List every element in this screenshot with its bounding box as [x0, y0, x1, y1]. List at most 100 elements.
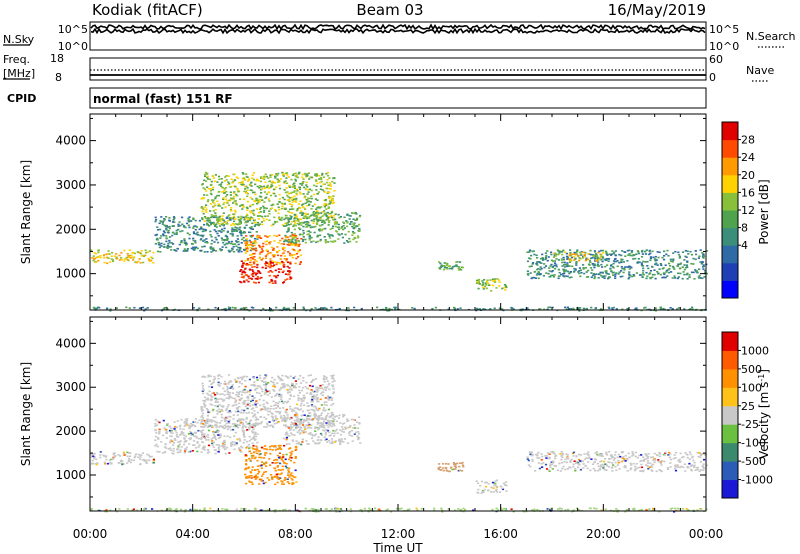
- velocity-cell: [228, 426, 231, 429]
- power-cell: [254, 240, 257, 242]
- velocity-cell: [227, 374, 231, 376]
- power-cell: [542, 275, 545, 277]
- power-cell: [487, 282, 490, 285]
- power-cell: [566, 265, 569, 268]
- power-cell: [270, 207, 273, 209]
- power-cell: [210, 222, 213, 224]
- power-cell: [288, 271, 291, 274]
- velocity-cell: [239, 376, 242, 379]
- power-cell: [214, 236, 217, 239]
- power-cell: [604, 270, 607, 272]
- velocity-cell: [218, 449, 221, 451]
- power-cell: [267, 198, 270, 200]
- power-cell: [281, 248, 285, 250]
- power-cell: [324, 239, 327, 241]
- velocity-cell: [241, 378, 244, 381]
- power-cell: [230, 229, 234, 231]
- power-cell: [596, 255, 599, 257]
- power-cell: [312, 220, 315, 222]
- velocity-cell: [248, 457, 251, 460]
- power-cell: [213, 241, 216, 243]
- velocity-cell: [314, 426, 317, 428]
- date-title: 16/May/2019: [608, 1, 706, 19]
- power-cell: [165, 240, 168, 243]
- velocity-cell: [251, 426, 254, 429]
- power-cell: [263, 178, 266, 180]
- power-cell: [202, 197, 205, 200]
- velocity-cell: [454, 468, 457, 470]
- power-cell: [218, 218, 221, 221]
- power-cell: [228, 214, 231, 216]
- power-cell: [278, 187, 282, 190]
- velocity-cell: [251, 457, 254, 459]
- power-cell: [249, 184, 252, 186]
- power-cell: [275, 186, 278, 189]
- velocity-cell: [293, 395, 296, 398]
- power-cell: [646, 260, 649, 263]
- power-cell: [287, 251, 290, 253]
- power-cell: [699, 249, 702, 251]
- power-cell: [591, 269, 594, 271]
- power-cell: [107, 250, 110, 252]
- velocity-cell: [264, 381, 267, 383]
- velocity-cell: [347, 426, 350, 429]
- velocity-cell: [200, 410, 203, 412]
- power-cell: [611, 307, 614, 309]
- velocity-cell: [274, 415, 277, 417]
- power-cell: [287, 230, 290, 232]
- velocity-cell: [482, 491, 485, 493]
- power-cell: [252, 272, 255, 274]
- power-cell: [194, 225, 197, 227]
- power-cell: [256, 266, 259, 269]
- velocity-cell: [248, 378, 251, 381]
- power-cell: [330, 216, 334, 219]
- power-cell: [645, 249, 648, 251]
- nsky-tick-high: 10^5: [58, 23, 88, 36]
- power-cell: [346, 222, 349, 224]
- power-cell: [204, 209, 207, 212]
- velocity-cell: [192, 421, 195, 423]
- power-cell: [273, 254, 276, 256]
- power-cell: [253, 248, 256, 251]
- power-cell: [256, 235, 259, 237]
- velocity-cell: [183, 421, 186, 424]
- velocity-cell: [99, 456, 102, 459]
- velocity-cell: [255, 477, 258, 480]
- power-cell: [321, 189, 324, 191]
- velocity-cell: [150, 455, 153, 458]
- velocity-cell: [132, 508, 135, 511]
- power-cell: [226, 194, 229, 196]
- power-cell: [294, 175, 297, 177]
- velocity-cell: [223, 417, 226, 419]
- power-cell: [493, 307, 496, 310]
- power-cell: [303, 172, 307, 175]
- velocity-cell: [200, 430, 203, 432]
- power-cell: [273, 249, 276, 251]
- velocity-cell: [331, 441, 334, 444]
- power-cell: [260, 237, 263, 239]
- power-cell: [221, 207, 224, 209]
- power-cell: [591, 263, 594, 265]
- velocity-cell: [210, 421, 213, 423]
- nsky-tick-low: 10^0: [58, 40, 88, 53]
- velocity-cell: [320, 392, 323, 395]
- velocity-cell: [307, 409, 310, 412]
- power-cell: [240, 281, 243, 284]
- velocity-cell: [316, 397, 319, 399]
- power-cell: [156, 239, 159, 241]
- velocity-cell: [223, 424, 226, 427]
- power-cell: [267, 177, 270, 179]
- velocity-cell: [253, 433, 257, 435]
- velocity-cell: [298, 420, 301, 422]
- power-cell: [249, 189, 252, 191]
- power-cell: [118, 254, 121, 257]
- velocity-cell: [439, 466, 442, 468]
- velocity-cell: [277, 375, 280, 378]
- power-cell: [298, 249, 302, 251]
- velocity-cell: [240, 445, 243, 448]
- power-cell: [227, 242, 230, 245]
- velocity-cell: [204, 435, 207, 438]
- velocity-cell: [238, 439, 241, 441]
- power-cell: [222, 230, 225, 232]
- velocity-cell: [222, 405, 225, 407]
